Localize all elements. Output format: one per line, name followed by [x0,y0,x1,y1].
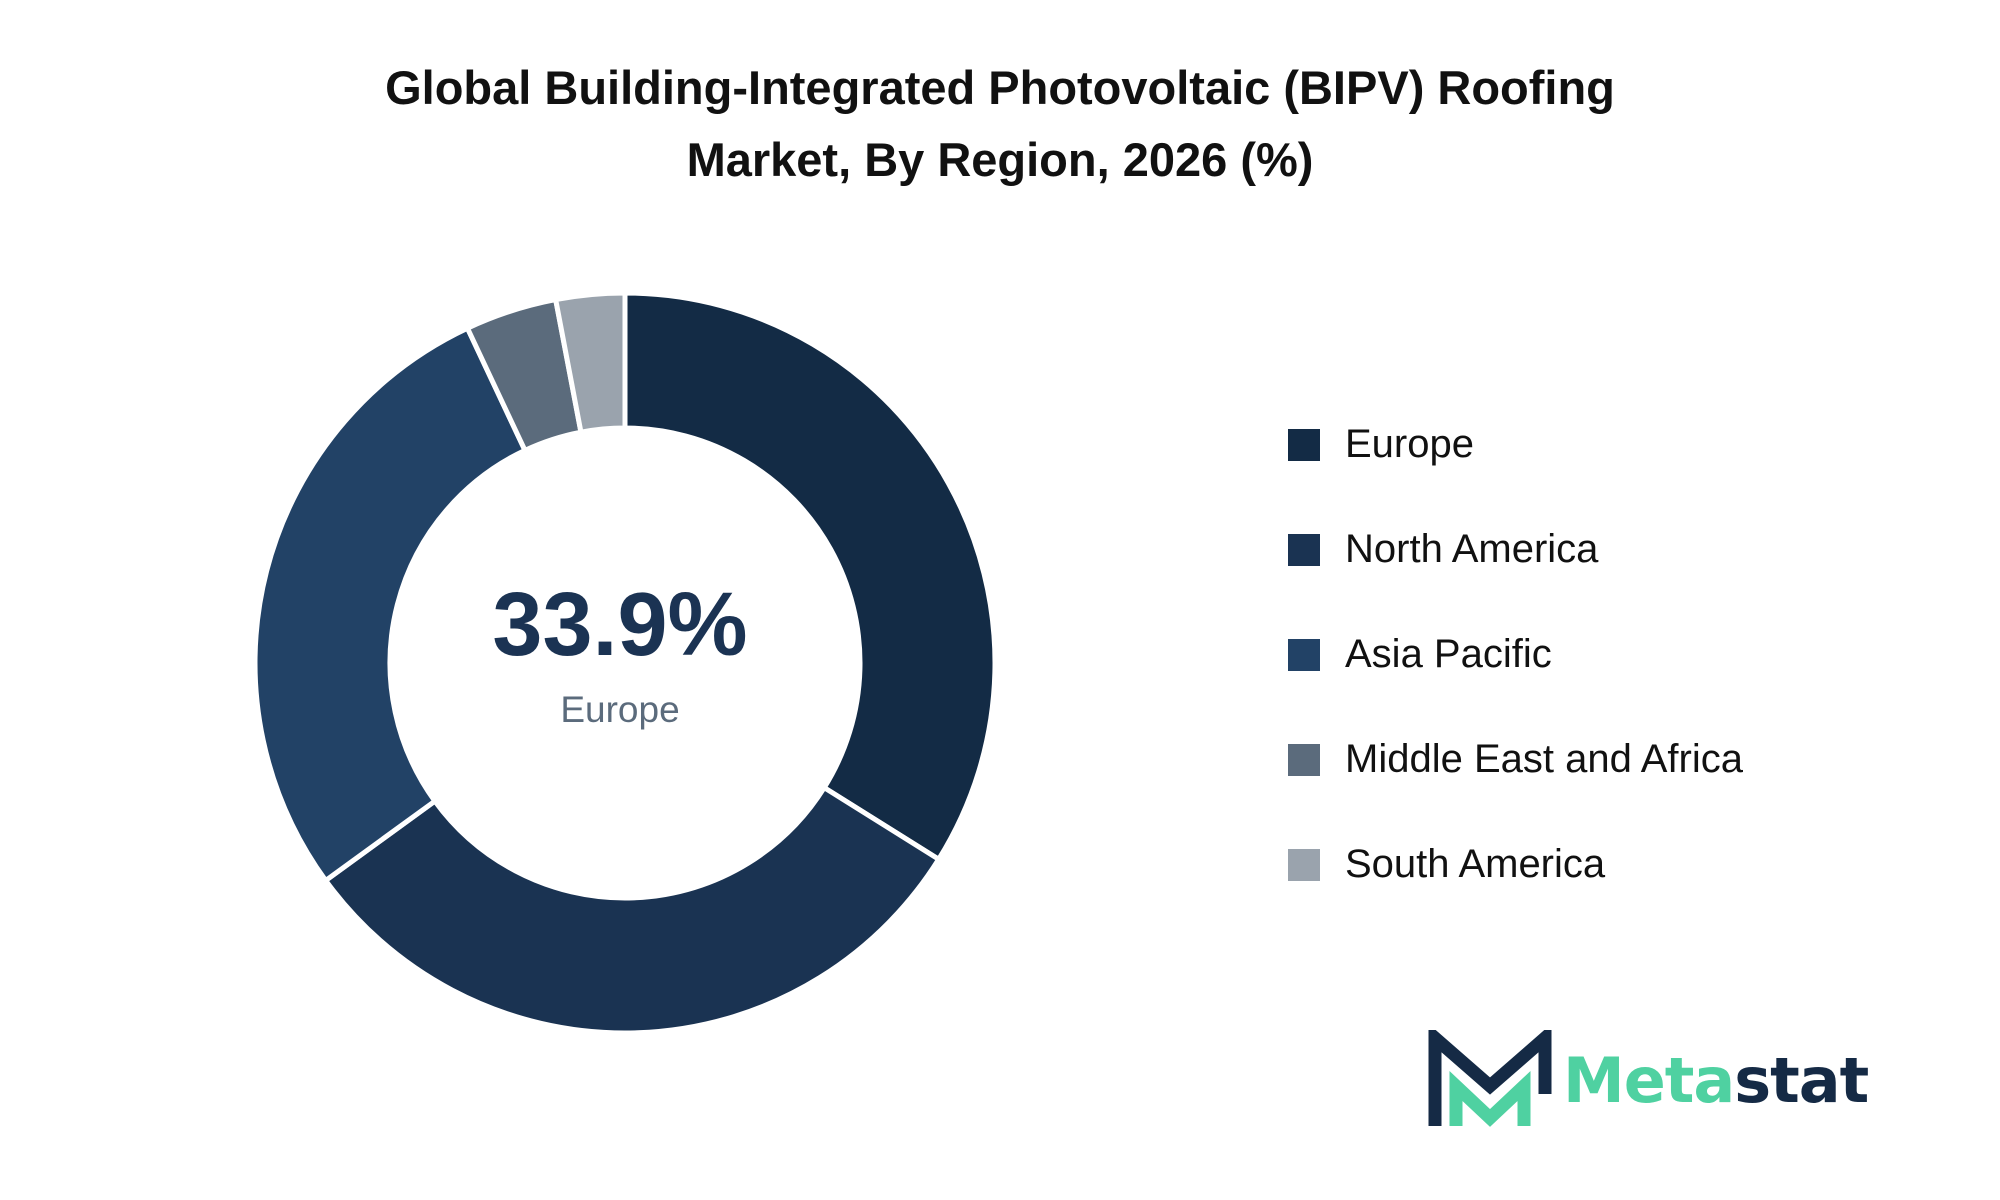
donut-slice-south-america[interactable] [552,290,628,436]
legend-label-south-america: South America [1345,842,1606,886]
chart-legend: Europe North America Asia Pacific Middle… [1288,392,1968,917]
legend-swatch-north-america [1288,533,1320,566]
center-value: 33.9% [492,575,748,675]
donut-slice-north-america[interactable] [322,784,943,1036]
legend-swatch-south-america [1288,848,1320,881]
logo-text-accent: Meta [1563,1043,1735,1117]
legend-label-asia-pacific: Asia Pacific [1345,632,1552,676]
chart-title: Global Building-Integrated Photovoltaic … [0,52,2000,196]
metastat-m-logo-icon [1428,1030,1552,1127]
legend-item-south-america[interactable]: South America [1288,812,1968,917]
legend-swatch-asia-pacific [1288,638,1320,671]
logo-text-dark: stat [1734,1043,1869,1117]
legend-label-europe: Europe [1345,422,1474,466]
donut-slice-europe[interactable] [622,290,998,863]
legend-item-north-america[interactable]: North America [1288,497,1968,602]
legend-label-middle-east-africa: Middle East and Africa [1345,737,1743,781]
chart-title-line-2: Market, By Region, 2026 (%) [686,133,1314,186]
logo-m-accent-stroke [1449,1070,1531,1127]
legend-item-europe[interactable]: Europe [1288,392,1968,497]
legend-swatch-middle-east-africa [1288,743,1320,776]
center-label: Europe [560,689,680,730]
legend-item-middle-east-africa[interactable]: Middle East and Africa [1288,707,1968,812]
logo-m-dark-stroke [1428,1030,1552,1126]
metastat-logo[interactable]: Metastat [1428,1030,1869,1130]
donut-slice-asia-pacific[interactable] [252,324,529,884]
logo-text: Metastat [1563,1043,1869,1117]
legend-item-asia-pacific[interactable]: Asia Pacific [1288,602,1968,707]
legend-swatch-europe [1288,428,1320,461]
legend-label-north-america: North America [1345,527,1599,571]
chart-title-line-1: Global Building-Integrated Photovoltaic … [385,61,1615,114]
